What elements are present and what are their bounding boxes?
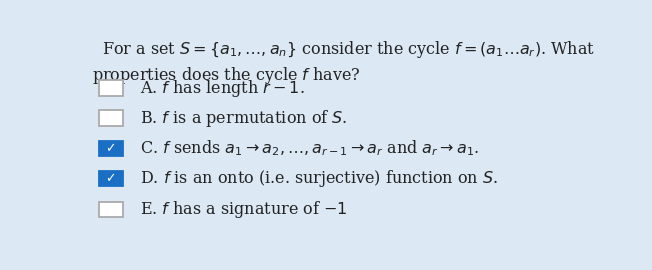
Text: D. $f$ is an onto (i.e. surjective) function on $S$.: D. $f$ is an onto (i.e. surjective) func… [140, 168, 497, 189]
FancyBboxPatch shape [98, 110, 123, 126]
Text: B. $f$ is a permutation of $S$.: B. $f$ is a permutation of $S$. [140, 108, 347, 129]
Text: ✓: ✓ [106, 172, 116, 185]
Text: E. $f$ has a signature of $-1$: E. $f$ has a signature of $-1$ [140, 199, 347, 220]
FancyBboxPatch shape [98, 171, 123, 186]
FancyBboxPatch shape [98, 80, 123, 96]
Text: C. $f$ sends $a_1 \rightarrow a_2, \ldots, a_{r-1} \rightarrow a_r$ and $a_r \ri: C. $f$ sends $a_1 \rightarrow a_2, \ldot… [140, 139, 479, 158]
Text: properties does the cycle $f$ have?: properties does the cycle $f$ have? [91, 65, 361, 86]
Text: A. $f$ has length $r-1$.: A. $f$ has length $r-1$. [140, 77, 304, 99]
FancyBboxPatch shape [98, 140, 123, 156]
FancyBboxPatch shape [98, 202, 123, 217]
Text: For a set $S = \{a_1, \ldots, a_n\}$ consider the cycle $f = (a_1 \ldots a_r)$. : For a set $S = \{a_1, \ldots, a_n\}$ con… [102, 39, 595, 60]
Text: ✓: ✓ [106, 142, 116, 155]
